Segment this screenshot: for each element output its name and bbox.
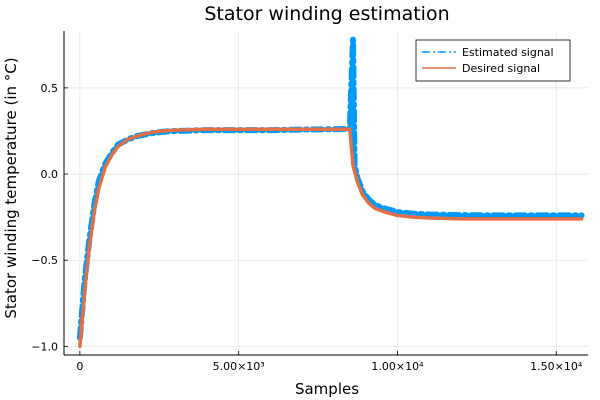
x-tick-label-2: 1.00×10⁴: [371, 360, 424, 373]
series-group: [76, 36, 585, 349]
series-line-desired-signal: [78, 127, 584, 349]
grid: [64, 31, 588, 355]
legend-box: [415, 39, 571, 82]
chart-title: Stator winding estimation: [204, 3, 449, 25]
legend-label-desired-signal: Desired signal: [462, 62, 540, 75]
y-axis-label: Stator winding temperature (in °C): [2, 57, 20, 318]
x-axis-label: Samples: [295, 380, 359, 398]
y-tick-label-1: −0.5: [31, 254, 58, 267]
legend-label-estimated-signal: Estimated signal: [462, 46, 554, 59]
x-tick-label-3: 1.50×10⁴: [530, 360, 583, 373]
x-tick-label-1: 5.00×10³: [213, 360, 265, 373]
legend: Estimated signal Desired signal: [415, 39, 571, 82]
ticks: 0 5.00×10³ 1.00×10⁴ 1.50×10⁴ −1.0 −0.5 0.0 0.5: [31, 82, 583, 373]
x-tick-label-0: 0: [76, 360, 83, 373]
y-tick-label-2: 0.0: [41, 168, 59, 181]
y-tick-label-0: −1.0: [31, 340, 58, 353]
axes: [63, 31, 588, 356]
y-tick-label-3: 0.5: [41, 82, 59, 95]
